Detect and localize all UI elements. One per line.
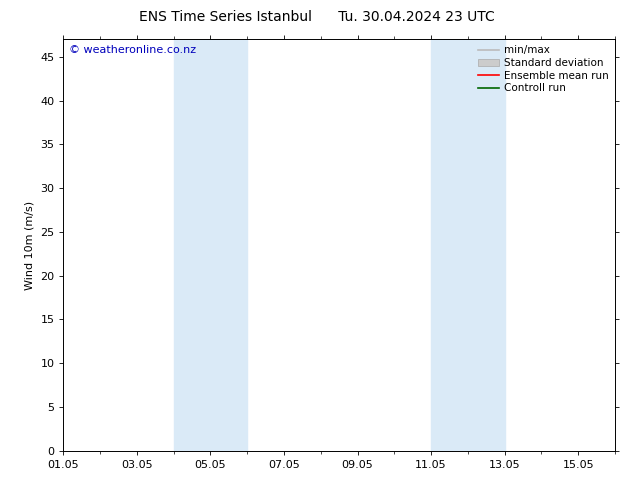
Y-axis label: Wind 10m (m/s): Wind 10m (m/s) (25, 200, 35, 290)
Bar (431, 39, 505, 451)
Bar (174, 39, 247, 451)
Text: © weatheronline.co.nz: © weatheronline.co.nz (69, 46, 196, 55)
Legend: min/max, Standard deviation, Ensemble mean run, Controll run: min/max, Standard deviation, Ensemble me… (474, 41, 613, 98)
Text: ENS Time Series Istanbul      Tu. 30.04.2024 23 UTC: ENS Time Series Istanbul Tu. 30.04.2024 … (139, 10, 495, 24)
